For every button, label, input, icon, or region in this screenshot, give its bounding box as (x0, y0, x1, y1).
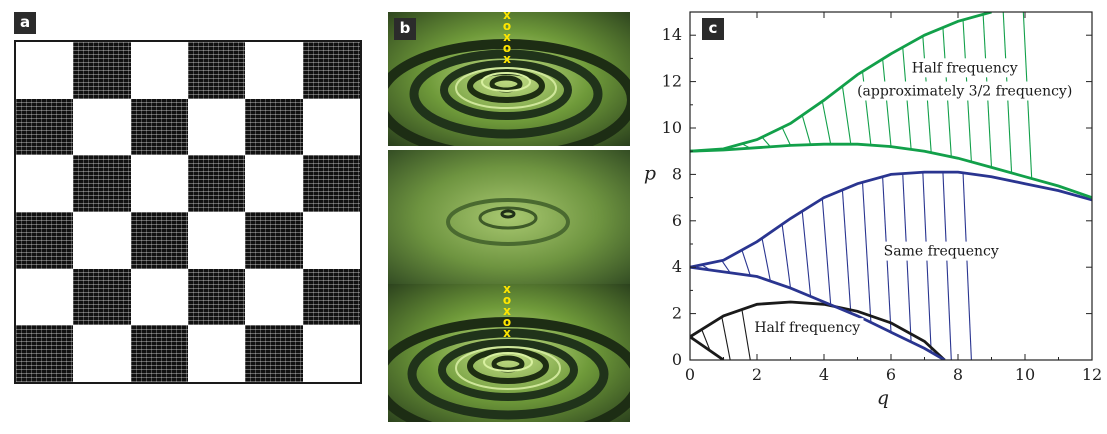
region-annotation: Half frequency (912, 60, 1018, 76)
checker-square (188, 155, 245, 212)
hatch-line (802, 211, 810, 296)
hatch-line (842, 190, 850, 313)
y-axis-label: p (644, 162, 656, 184)
stability-chart: 0 2 4 6 8 10 12 0 2 4 6 8 10 12 14 q p Half frequency Sam… (632, 0, 1107, 430)
y-tick-label: 8 (672, 164, 682, 183)
y-tick-label: 0 (672, 350, 682, 369)
hatch-line (883, 59, 891, 147)
region-annotation: Half frequency (754, 320, 860, 336)
xo-marker: x (501, 328, 513, 339)
checker-square (303, 99, 360, 156)
checker-square (245, 269, 302, 326)
hatch-line (822, 101, 830, 144)
checker-square (131, 99, 188, 156)
panel-c-label: c (702, 18, 724, 40)
checker-square (131, 212, 188, 269)
checker-square (245, 212, 302, 269)
checker-square (73, 155, 130, 212)
region-annotation: Same frequency (884, 244, 999, 260)
y-tick-label: 6 (672, 211, 682, 230)
x-tick-label: 10 (1015, 365, 1035, 384)
checker-square (188, 212, 245, 269)
checker-square (131, 42, 188, 99)
x-axis-label: q (877, 387, 889, 409)
checker-square (73, 269, 130, 326)
checker-square (73, 212, 130, 269)
panel-c: 0 2 4 6 8 10 12 0 2 4 6 8 10 12 14 q p Half frequency Sam… (632, 0, 1107, 430)
checker-square (188, 269, 245, 326)
x-tick-label: 12 (1082, 365, 1102, 384)
panel-a: a (0, 0, 370, 430)
xo-marker: x (501, 54, 513, 65)
hatch-line (782, 224, 790, 288)
x-tick-label: 2 (752, 365, 762, 384)
checker-square (73, 325, 130, 382)
x-tick-label: 0 (685, 365, 695, 384)
hatch-line (923, 172, 931, 352)
checker-square (303, 42, 360, 99)
x-tick-label: 4 (819, 365, 829, 384)
checker-square (16, 99, 73, 156)
checker-square (73, 42, 130, 99)
checker-square (188, 99, 245, 156)
checker-square (245, 155, 302, 212)
y-tick-label: 4 (672, 257, 682, 276)
panel-a-label: a (14, 12, 36, 34)
region-annotation: (approximately 3/2 frequency) (857, 84, 1072, 100)
checker-square (303, 155, 360, 212)
panel-b-label: b (394, 18, 416, 40)
hatch-line (822, 199, 830, 305)
y-tick-label: 10 (662, 118, 682, 137)
hatch-line (963, 173, 971, 360)
checker-square (245, 42, 302, 99)
checker-square (245, 99, 302, 156)
hatch-line (802, 115, 810, 144)
checker-square (131, 155, 188, 212)
hatch-line (762, 137, 770, 147)
checker-square (131, 325, 188, 382)
hatch-line (842, 86, 850, 144)
checker-square (188, 325, 245, 382)
checker-square (16, 269, 73, 326)
checker-square (303, 212, 360, 269)
checker-square (73, 99, 130, 156)
x-tick-label: 6 (886, 365, 896, 384)
y-tick-label: 14 (662, 25, 682, 44)
checker-square (303, 269, 360, 326)
hatch-line (782, 127, 790, 145)
checker-square (245, 325, 302, 382)
y-tick-label: 12 (662, 72, 682, 91)
x-tick-label: 8 (953, 365, 963, 384)
hatch-line (863, 182, 871, 322)
checker-square (16, 155, 73, 212)
checker-square (16, 212, 73, 269)
hatch-line (742, 310, 750, 360)
checker-square (16, 42, 73, 99)
hatch-line (722, 317, 730, 360)
hatch-line (943, 172, 951, 360)
checkerboard-pattern (14, 40, 362, 384)
checker-square (16, 325, 73, 382)
wave-photo-middle (388, 150, 630, 284)
hatch-line (762, 238, 770, 281)
checker-square (131, 269, 188, 326)
checker-square (188, 42, 245, 99)
region-lower-boundary (690, 337, 724, 360)
hatch-line (742, 250, 750, 276)
checker-square (303, 325, 360, 382)
y-tick-label: 2 (672, 304, 682, 323)
